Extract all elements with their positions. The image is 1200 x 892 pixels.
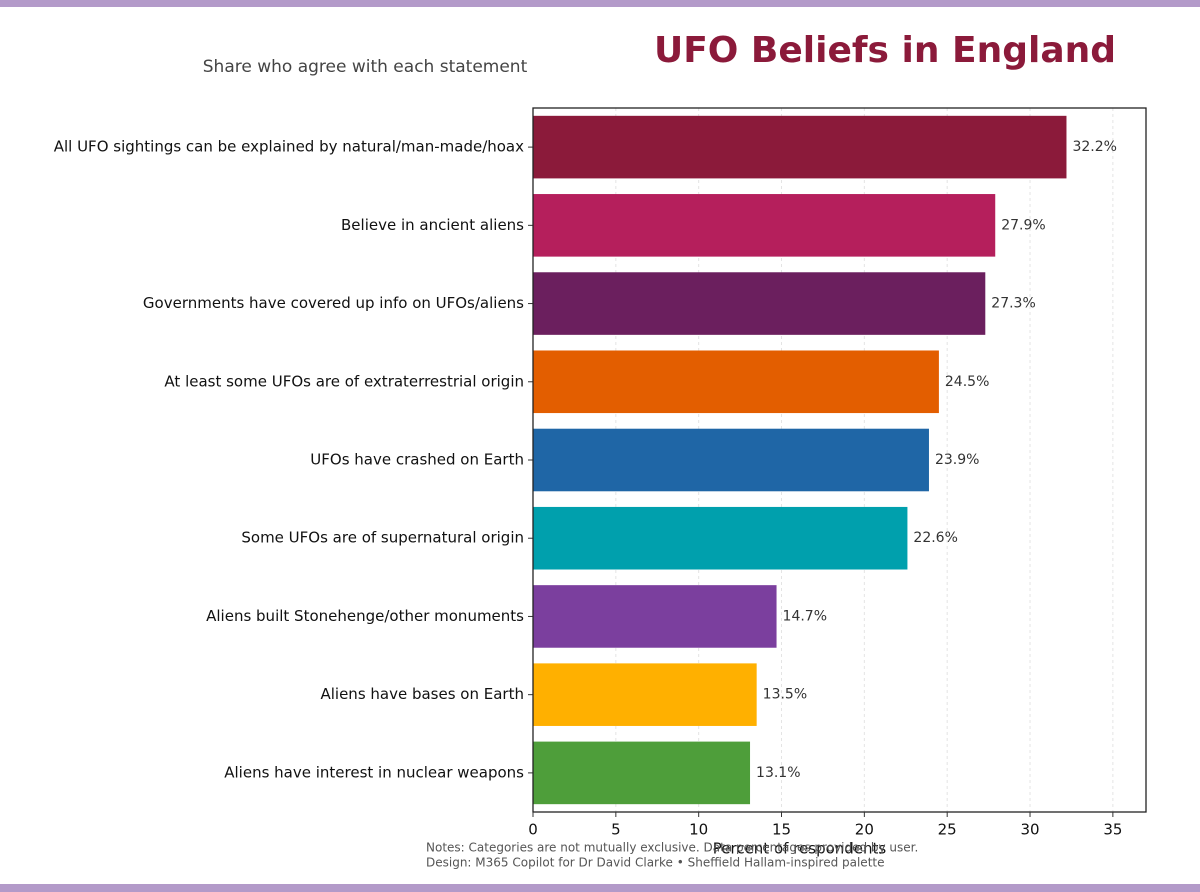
value-label: 13.1% xyxy=(756,765,800,781)
value-label: 14.7% xyxy=(783,608,827,624)
category-label: All UFO sightings can be explained by na… xyxy=(54,138,524,156)
x-tick-label: 30 xyxy=(1020,821,1039,839)
note: Design: M365 Copilot for Dr David Clarke… xyxy=(426,856,884,870)
top-band xyxy=(0,0,1200,7)
x-tick-label: 15 xyxy=(772,821,791,839)
value-label: 13.5% xyxy=(763,687,807,703)
chart-subtitle: Share who agree with each statement xyxy=(203,57,528,77)
value-label: 27.9% xyxy=(1001,217,1045,233)
bar xyxy=(533,506,908,570)
category-label: At least some UFOs are of extraterrestri… xyxy=(164,372,524,390)
value-label: 24.5% xyxy=(945,374,989,390)
bar xyxy=(533,194,996,257)
bottom-band xyxy=(0,884,1200,892)
bar xyxy=(533,272,986,335)
bar xyxy=(533,585,777,648)
bar xyxy=(533,741,751,805)
x-tick-label: 35 xyxy=(1103,821,1122,839)
x-tick-label: 5 xyxy=(611,821,621,839)
x-tick-label: 20 xyxy=(855,821,874,839)
category-label: Some UFOs are of supernatural origin xyxy=(241,529,524,547)
bar xyxy=(533,663,757,726)
value-label: 23.9% xyxy=(935,452,979,468)
x-tick-label: 25 xyxy=(938,821,957,839)
chart-title: UFO Beliefs in England xyxy=(654,30,1116,71)
value-label: 27.3% xyxy=(991,296,1035,312)
category-label: Aliens have bases on Earth xyxy=(320,685,524,703)
category-label: Aliens built Stonehenge/other monuments xyxy=(206,607,524,625)
bar xyxy=(533,115,1067,179)
value-label: 22.6% xyxy=(913,530,957,546)
category-label: Governments have covered up info on UFOs… xyxy=(143,294,524,312)
plot-frame xyxy=(532,107,1147,813)
x-tick-label: 10 xyxy=(689,821,708,839)
x-tick-label: 0 xyxy=(528,821,538,839)
bar xyxy=(533,350,939,414)
x-axis-label: Percent of respondents xyxy=(713,840,887,858)
bar xyxy=(533,428,929,492)
category-label: Believe in ancient aliens xyxy=(341,216,524,234)
value-label: 32.2% xyxy=(1072,139,1116,155)
category-label: Aliens have interest in nuclear weapons xyxy=(224,763,524,781)
note: Notes: Categories are not mutually exclu… xyxy=(426,841,918,855)
category-label: UFOs have crashed on Earth xyxy=(310,451,524,469)
